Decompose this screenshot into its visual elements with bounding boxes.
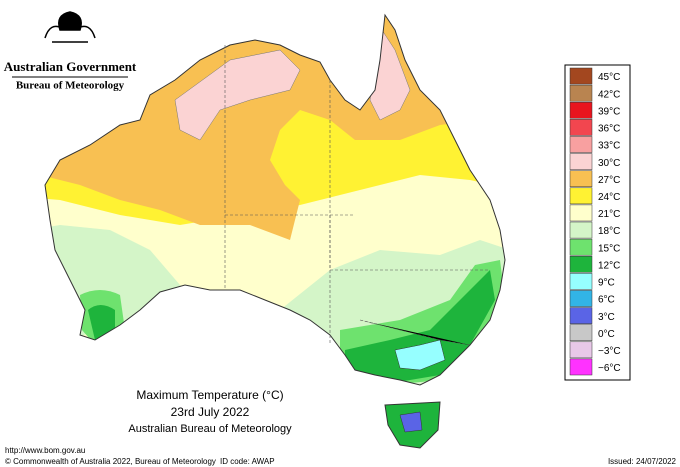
zone-30 bbox=[174, 49, 301, 141]
legend-swatch bbox=[569, 307, 593, 324]
legend-swatch bbox=[569, 221, 593, 239]
zone-12 bbox=[345, 270, 495, 385]
tasmania-cold-zone bbox=[399, 411, 423, 433]
legend-swatch bbox=[569, 341, 593, 359]
legend-label: 33°C bbox=[598, 141, 620, 152]
legend-swatch bbox=[569, 67, 593, 85]
map-date: 23rd July 2022 bbox=[171, 405, 250, 419]
coastline bbox=[44, 13, 506, 386]
legend-label: 27°C bbox=[598, 175, 620, 186]
state-borders bbox=[224, 45, 490, 346]
legend-label: 30°C bbox=[598, 158, 620, 169]
legend-swatch bbox=[569, 119, 593, 136]
legend-swatch bbox=[569, 273, 593, 290]
legend-label: 9°C bbox=[598, 278, 615, 289]
zone-12 bbox=[88, 305, 115, 340]
legend-swatch bbox=[569, 204, 593, 222]
footer-url: http://www.bom.gov.au bbox=[5, 446, 85, 455]
zone-9 bbox=[394, 339, 446, 371]
legend-label: 0°C bbox=[598, 329, 615, 340]
legend-label: 24°C bbox=[598, 192, 620, 203]
coat-of-arms bbox=[44, 11, 96, 43]
legend-label: 12°C bbox=[598, 260, 620, 271]
legend-swatch bbox=[569, 84, 593, 102]
legend-swatch bbox=[569, 324, 593, 342]
legend-swatch bbox=[569, 170, 593, 188]
legend-label: 36°C bbox=[598, 124, 620, 135]
map-source: Australian Bureau of Meteorology bbox=[128, 423, 292, 435]
legend-label: 39°C bbox=[598, 106, 620, 117]
legend-swatch bbox=[569, 187, 593, 205]
legend-label: 3°C bbox=[598, 312, 615, 323]
legend-label: −6°C bbox=[598, 363, 621, 374]
legend-label: 21°C bbox=[598, 209, 620, 220]
legend-swatch bbox=[569, 255, 593, 273]
legend-label: 18°C bbox=[598, 226, 620, 237]
footer-issued: Issued: 24/07/2022 bbox=[608, 457, 677, 466]
legend: 45°C 42°C 39°C 36°C 33°C 30°C 27°C 24°C 21°C 18°C… bbox=[569, 67, 621, 376]
legend-label: −3°C bbox=[598, 346, 621, 357]
legend-swatch bbox=[569, 238, 593, 256]
legend-label: 6°C bbox=[598, 295, 615, 306]
legend-swatch bbox=[569, 290, 593, 307]
footer-id: ID code: AWAP bbox=[220, 457, 275, 466]
footer-copyright: © Commonwealth of Australia 2022, Bureau… bbox=[5, 457, 216, 466]
legend-swatch bbox=[569, 101, 593, 119]
legend-label: 42°C bbox=[598, 89, 620, 100]
map-title: Maximum Temperature (°C) bbox=[136, 388, 283, 402]
legend-swatch bbox=[569, 136, 593, 153]
legend-label: 45°C bbox=[598, 72, 620, 83]
legend-label: 15°C bbox=[598, 243, 620, 254]
legend-swatch bbox=[569, 358, 593, 376]
legend-swatch bbox=[569, 153, 593, 170]
agency-name: Bureau of Meteorology bbox=[16, 80, 125, 92]
government-name: Australian Government bbox=[4, 59, 137, 74]
